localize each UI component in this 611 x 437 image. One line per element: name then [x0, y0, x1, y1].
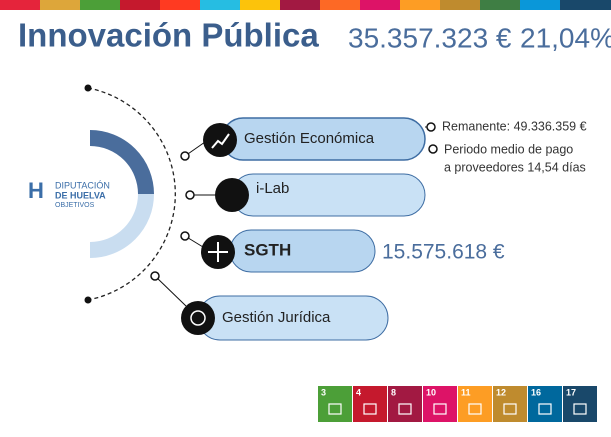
donut-light	[89, 193, 154, 258]
node	[180, 231, 190, 241]
sdg-glyph	[538, 403, 552, 415]
note: a proveedores 14,54 días	[444, 160, 586, 174]
total-amount: 35.357.323 €	[348, 22, 512, 53]
icon	[215, 178, 249, 212]
item-label: i-Lab	[256, 180, 289, 197]
node	[150, 271, 160, 281]
icon-glyph	[190, 310, 206, 326]
logo-mark: H	[28, 178, 44, 203]
icon-glyph	[211, 133, 230, 149]
note: Remanente: 49.336.359 €	[442, 119, 587, 133]
sdg-glyph	[363, 403, 377, 415]
logo-text: DE HUELVA	[55, 190, 106, 200]
arc	[87, 87, 176, 301]
icon	[181, 301, 215, 335]
sdg-strip: 3 4 8 10 11 12 16 17	[318, 386, 597, 422]
node	[180, 151, 190, 161]
arc-end	[84, 84, 92, 92]
sdg-glyph	[398, 403, 412, 415]
item-label: Gestión Jurídica	[222, 309, 331, 326]
sdg-number: 11	[461, 387, 471, 397]
sdg-number: 16	[531, 387, 541, 397]
color-strip	[0, 0, 611, 10]
sdg-number: 12	[496, 387, 506, 397]
donut-dark	[89, 130, 154, 195]
item-amount: 15.575.618 €	[382, 241, 505, 264]
title: Innovación Pública	[18, 17, 319, 54]
note: Periodo medio de pago	[444, 142, 573, 156]
sdg-number: 4	[356, 387, 361, 397]
arc-end	[84, 296, 92, 304]
item-label: Gestión Económica	[244, 130, 375, 147]
sdg-number: 3	[321, 387, 326, 397]
sdg-glyph	[503, 403, 517, 415]
sdg-glyph	[468, 403, 482, 415]
icon-glyph	[208, 242, 228, 262]
logo-text: DIPUTACIÓN	[55, 180, 110, 190]
sdg-glyph	[573, 403, 587, 415]
item-label: SGTH	[244, 240, 291, 259]
connector	[154, 275, 187, 307]
sdg-number: 8	[391, 387, 396, 397]
sdg-glyph	[433, 403, 447, 415]
node	[426, 122, 436, 132]
logo-text: OBJETIVOS	[55, 202, 95, 209]
node	[185, 190, 195, 200]
node	[428, 144, 438, 154]
icon	[203, 123, 237, 157]
sdg-glyph	[328, 403, 342, 415]
total-share: 21,04%	[520, 22, 611, 53]
sdg-number: 10	[426, 387, 436, 397]
sdg-number: 17	[566, 387, 576, 397]
